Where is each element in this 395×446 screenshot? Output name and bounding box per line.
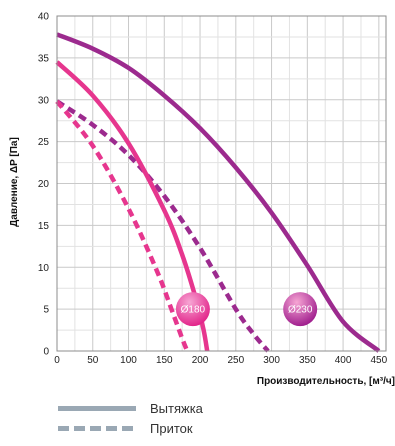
x-tick-label: 350: [299, 355, 316, 366]
y-tick-label: 40: [38, 12, 50, 23]
x-tick-label: 300: [263, 355, 280, 366]
x-tick-label: 0: [54, 355, 60, 366]
x-tick-label: 150: [156, 355, 173, 366]
y-tick-label: 15: [38, 221, 50, 232]
series-line-d180-supply: [55, 100, 190, 352]
legend-swatch-solid: [58, 405, 136, 411]
y-tick-label: 10: [38, 263, 50, 274]
legend-label-extract: Вытяжка: [150, 400, 203, 416]
legend-item-supply: Приток: [58, 418, 203, 438]
y-tick-label: 5: [43, 305, 49, 316]
legend-label-supply: Приток: [150, 420, 193, 436]
plot-frame: [56, 15, 387, 352]
x-tick-label: 450: [371, 355, 388, 366]
series-layer: [55, 32, 381, 353]
model-badges: Ø180 Ø230: [175, 292, 318, 327]
model-badge-circle: [283, 292, 318, 327]
y-tick-label: 30: [38, 95, 50, 106]
plot-border: [56, 15, 387, 352]
x-tick-label: 250: [227, 355, 244, 366]
y-tick-label: 25: [38, 137, 50, 148]
y-axis-title: Давление, ΔP [Па]: [9, 137, 20, 227]
x-tick-label: 50: [87, 355, 99, 366]
x-axis-title: Производительность, [м³/ч]: [257, 376, 395, 387]
model-badge-label: Ø230: [288, 305, 313, 316]
series-line-d230-extract: [56, 32, 381, 353]
series-line-d180-extract: [55, 60, 210, 352]
y-tick-label: 35: [38, 53, 50, 64]
y-tick-label: 0: [43, 347, 49, 358]
x-tick-label: 100: [120, 355, 137, 366]
x-tick-label: 400: [335, 355, 352, 366]
legend: Вытяжка Приток: [58, 398, 203, 438]
legend-swatch-dashed: [58, 425, 136, 431]
y-tick-label: 20: [38, 179, 50, 190]
x-tick-label: 200: [192, 355, 209, 366]
model-badge-circle: [175, 292, 210, 327]
chart-grid: [57, 16, 386, 351]
legend-item-extract: Вытяжка: [58, 398, 203, 418]
model-badge-label: Ø180: [181, 305, 206, 316]
tick-labels: 0 50 100 150 200 250 300 350 400 450 0 5 10 15 20 25 30 3…: [38, 12, 388, 367]
series-line-d230-supply: [55, 99, 270, 353]
